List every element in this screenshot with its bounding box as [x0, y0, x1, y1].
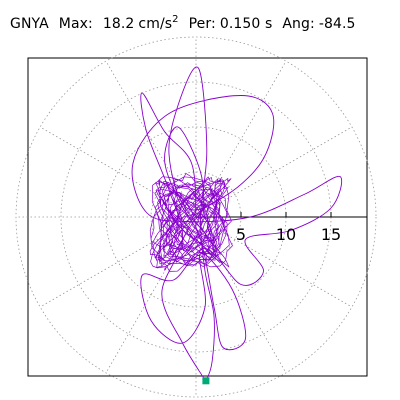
radius-tick-label: 15	[321, 225, 341, 244]
max-label: Max:	[58, 16, 93, 32]
ang-value: -84.5	[318, 16, 356, 32]
orbit-trace-core	[149, 173, 233, 272]
max-value: 18.2	[102, 16, 135, 32]
radius-tick-label: 10	[276, 225, 296, 244]
marker-group	[202, 377, 210, 385]
per-value: 0.150 s	[219, 16, 273, 32]
orbit-trace-excursions	[131, 66, 343, 383]
max-unit: cm/s	[138, 16, 173, 32]
ang-label: Ang:	[282, 16, 315, 32]
chart-title: GNYA Max: 18.2 cm/s2 Per: 0.150 s Ang: -84.5	[10, 14, 356, 33]
per-label: Per:	[188, 16, 216, 32]
grid-radial-line	[39, 216, 197, 308]
trace-group	[131, 66, 343, 383]
radius-tick-label: 5	[236, 225, 246, 244]
radius-tick-labels: 5 10 15	[236, 225, 341, 244]
peak-marker	[202, 377, 210, 385]
polar-axes	[196, 212, 367, 218]
station-code: GNYA	[10, 16, 49, 32]
grid-ring	[15, 36, 377, 398]
max-unit-exponent: 2	[172, 14, 179, 25]
